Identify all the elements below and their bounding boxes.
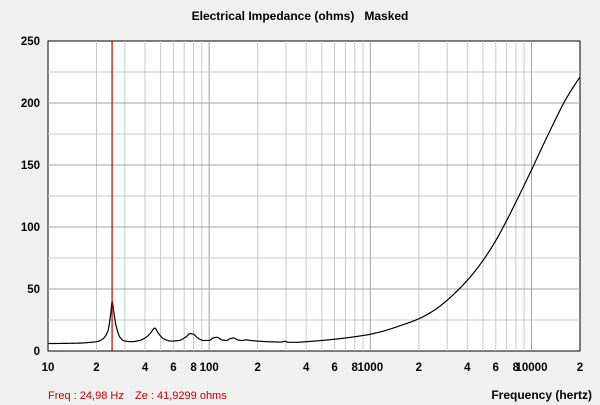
x-tick-label-10: 1000: [358, 362, 384, 374]
x-tick-label-12: 4: [464, 362, 471, 374]
frequency-readout: Freq : 24,98 Hz: [48, 390, 124, 402]
y-tick-label-2: 100: [21, 222, 40, 234]
x-tick-label-2: 4: [142, 362, 149, 374]
impedance-readout: Ze : 41,9299 ohms: [135, 390, 227, 402]
y-axis-ticks: 0 50 100 150 200 250: [21, 36, 40, 358]
x-tick-label-11: 2: [416, 362, 422, 374]
impedance-curve-0: [47, 76, 581, 345]
x-tick-label-7: 4: [303, 362, 310, 374]
chart-title: Electrical Impedance (ohms) Masked: [192, 9, 409, 23]
x-tick-label-5: 100: [200, 362, 219, 374]
x-tick-label-3: 6: [170, 362, 176, 374]
x-tick-label-13: 6: [493, 362, 499, 374]
x-tick-label-4: 8: [190, 362, 197, 374]
grid-lines: [48, 41, 580, 351]
x-tick-label-15: 10000: [515, 362, 547, 374]
y-tick-label-0: 0: [34, 346, 40, 358]
y-tick-label-1: 50: [27, 284, 40, 296]
x-tick-label-8: 6: [331, 362, 337, 374]
x-tick-label-9: 8: [352, 362, 359, 374]
x-tick-label-16: 2: [577, 362, 583, 374]
x-tick-label-6: 2: [254, 362, 260, 374]
series-group: [47, 76, 581, 345]
x-tick-label-0: 10: [42, 362, 55, 374]
x-tick-label-1: 2: [93, 362, 99, 374]
x-tick-label-14: 8: [513, 362, 520, 374]
y-tick-label-4: 200: [21, 98, 40, 110]
y-tick-label-3: 150: [21, 160, 40, 172]
y-tick-label-5: 250: [21, 36, 40, 48]
x-axis-label: Frequency (hertz): [491, 388, 592, 402]
